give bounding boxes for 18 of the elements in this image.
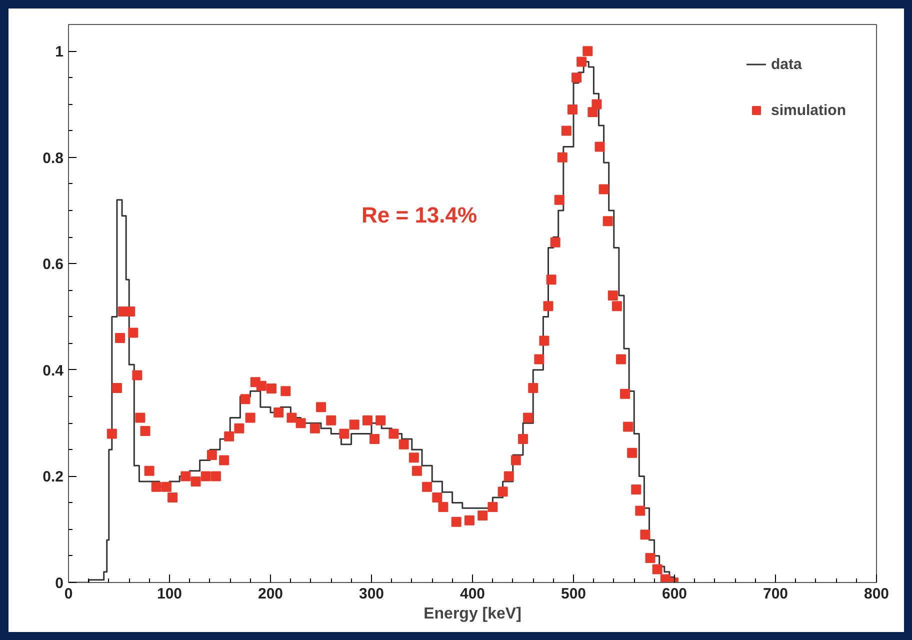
x-tick-label: 700 xyxy=(762,586,788,602)
x-tick-label: 600 xyxy=(662,586,688,602)
annotation: Re = 13.4% xyxy=(362,202,478,228)
y-tick-label: 0.8 xyxy=(42,150,64,167)
y-tick-label: 0.2 xyxy=(42,468,64,486)
x-tick-label: 500 xyxy=(560,586,586,602)
y-tick-label: 1 xyxy=(55,44,64,61)
x-axis-title: Energy [keV] xyxy=(424,606,522,622)
x-tick-label: 100 xyxy=(156,586,182,602)
legend-label: data xyxy=(770,56,802,72)
x-tick-label: 300 xyxy=(358,586,384,602)
x-tick-label: 400 xyxy=(460,586,486,602)
y-tick-label: 0.6 xyxy=(42,256,64,274)
legend-label: simulation xyxy=(770,102,846,118)
x-tick-label: 800 xyxy=(864,586,890,602)
y-tick-label: 0 xyxy=(55,575,64,592)
y-tick-label: 0.4 xyxy=(42,362,64,380)
x-tick-label: 200 xyxy=(258,586,284,602)
